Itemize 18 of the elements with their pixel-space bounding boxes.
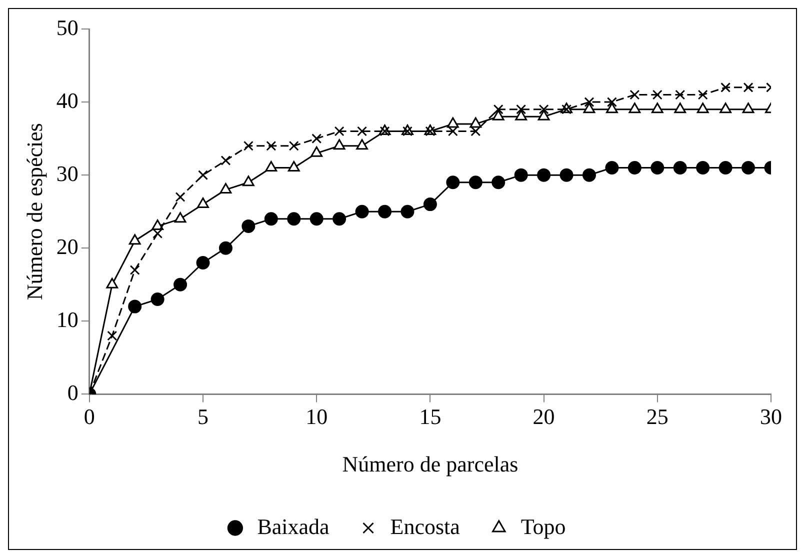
x-tick-label: 0 xyxy=(84,404,95,430)
y-axis-title: Número de espécies xyxy=(22,123,47,300)
y-tick-label: 0 xyxy=(67,380,78,405)
x-axis-title: Número de parcelas xyxy=(342,452,518,477)
legend-label: Topo xyxy=(520,514,566,539)
x-tick-label: 30 xyxy=(760,404,782,430)
x-tick-label: 10 xyxy=(306,404,328,430)
x-tick-label: 5 xyxy=(198,404,208,430)
y-tick-label: 20 xyxy=(56,234,78,259)
x-tick-label: 15 xyxy=(419,404,442,430)
legend-label: Baixada xyxy=(257,514,330,539)
x-tick-label: 20 xyxy=(532,404,555,430)
y-tick-label: 40 xyxy=(56,88,78,113)
x-tick-label: 25 xyxy=(646,404,668,430)
y-tick-label: 50 xyxy=(56,14,78,40)
y-tick-label: 30 xyxy=(56,160,78,186)
y-tick-label: 10 xyxy=(56,306,78,332)
legend-label: Encosta xyxy=(390,514,460,539)
